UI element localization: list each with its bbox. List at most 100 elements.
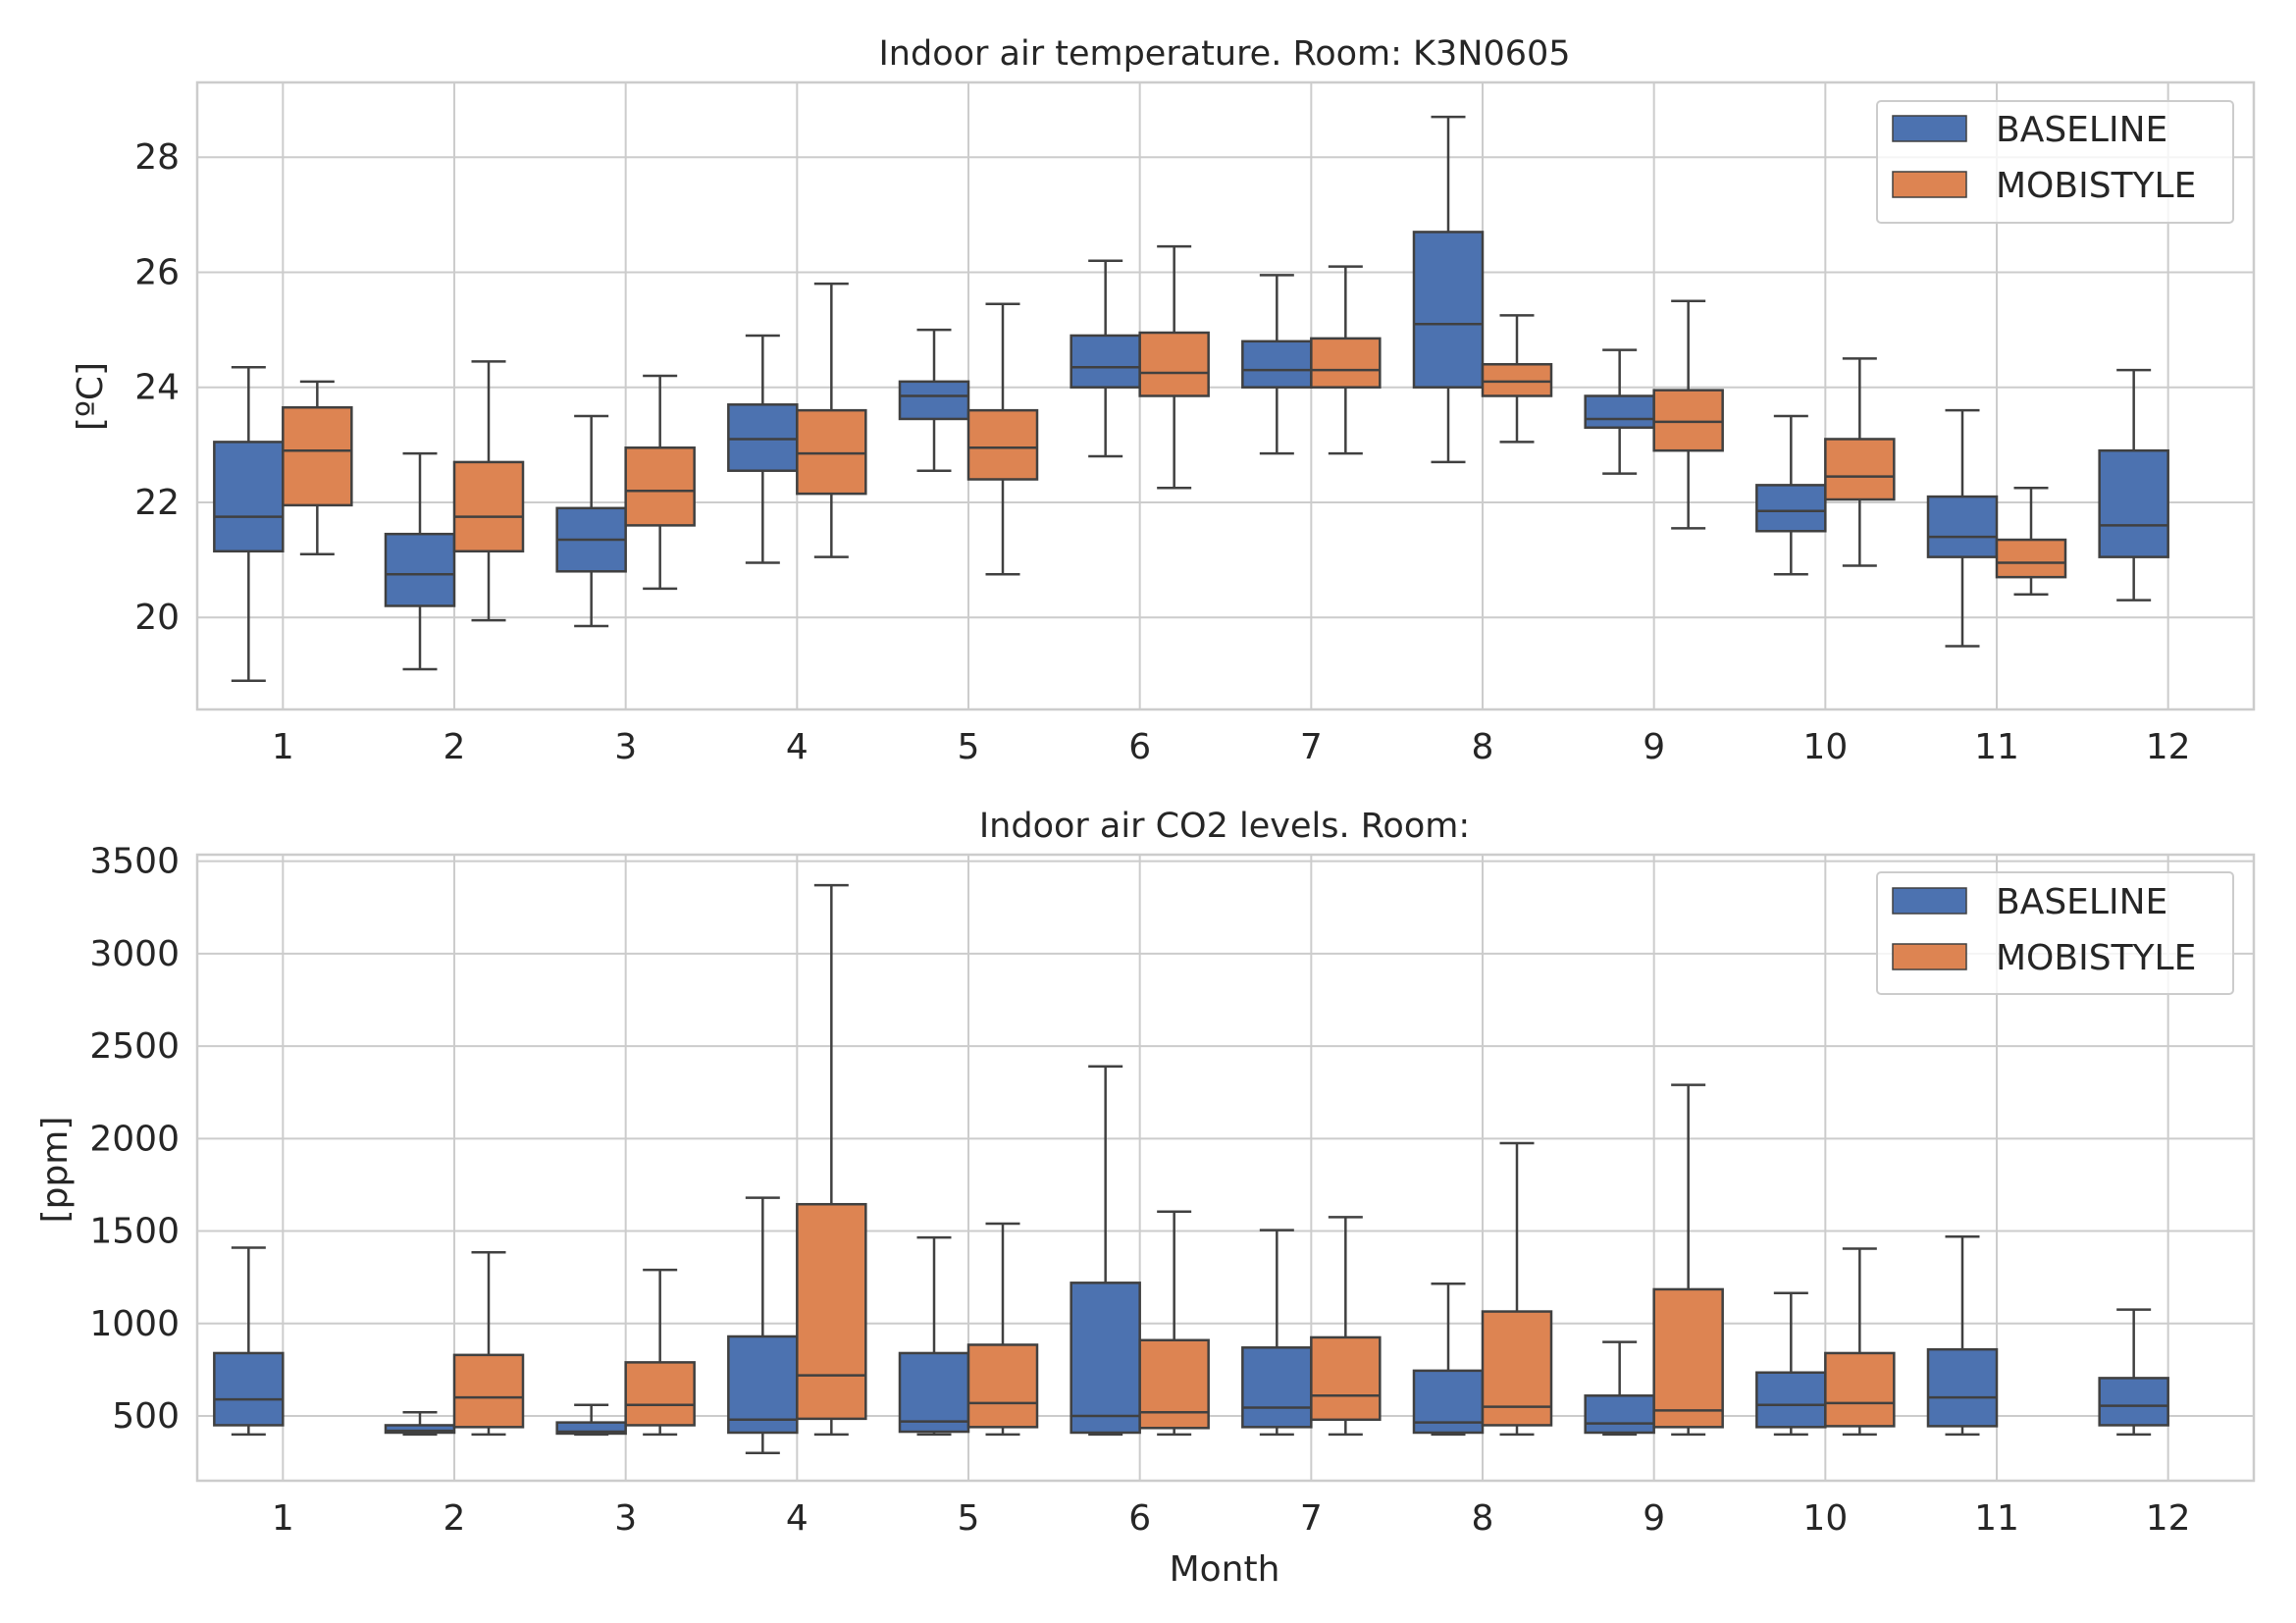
co2-plot-frame (195, 853, 2256, 1483)
temperature-gridlines (197, 82, 2254, 709)
iqr-box (1070, 334, 1141, 389)
mobistyle-box-month-9 (1652, 299, 1724, 530)
x-tick-label: 1 (272, 727, 294, 767)
legend-swatch-mobistyle (1892, 171, 1967, 198)
iqr-box (898, 380, 970, 421)
x-tick-label: 3 (614, 727, 637, 767)
temperature-legend: BASELINE MOBISTYLE (1876, 100, 2234, 224)
iqr-box (727, 403, 799, 472)
iqr-box (1481, 1310, 1553, 1427)
iqr-box (452, 1353, 525, 1429)
mobistyle-box-month-11 (1995, 487, 2067, 597)
legend-label-mobistyle: MOBISTYLE (1996, 938, 2196, 978)
temperature-y-ticks: 20 22 24 26 28 (134, 137, 180, 638)
iqr-box (1241, 1346, 1313, 1429)
iqr-box (1070, 1282, 1141, 1435)
temperature-plot-frame (195, 80, 2256, 711)
baseline-box-month-1 (213, 1246, 285, 1437)
iqr-box (384, 532, 456, 607)
mobistyle-box-month-6 (1138, 1210, 1210, 1437)
x-tick-label: 9 (1643, 1498, 1665, 1539)
y-tick-label: 1500 (89, 1212, 180, 1252)
y-tick-label: 3500 (89, 842, 180, 882)
baseline-box-month-6 (1070, 1065, 1141, 1437)
iqr-box (1755, 484, 1827, 533)
mobistyle-box-month-4 (796, 883, 867, 1437)
x-tick-label: 7 (1300, 1498, 1323, 1539)
iqr-box (624, 1361, 696, 1427)
iqr-box (1138, 331, 1210, 397)
iqr-box (2098, 1377, 2169, 1427)
baseline-box-month-4 (727, 1196, 799, 1454)
iqr-box (1652, 1287, 1724, 1429)
mobistyle-box-month-10 (1824, 357, 1896, 567)
baseline-box-month-12 (2098, 1308, 2169, 1437)
co2-chart-title: Indoor air CO2 levels. Room: (979, 807, 1470, 846)
legend-swatch-baseline (1892, 887, 1967, 915)
x-tick-label: 5 (958, 1498, 980, 1539)
iqr-box (1584, 394, 1655, 429)
x-tick-label: 11 (1974, 727, 2019, 767)
x-tick-label: 10 (1802, 727, 1848, 767)
y-tick-label: 26 (134, 252, 180, 292)
mobistyle-box-month-7 (1310, 265, 1382, 455)
mobistyle-box-month-1 (282, 380, 353, 555)
baseline-box-month-7 (1241, 274, 1313, 455)
iqr-box (966, 408, 1039, 481)
baseline-box-month-2 (384, 451, 456, 671)
iqr-box (282, 405, 353, 507)
temperature-chart-title: Indoor air temperature. Room: K3N0605 (878, 34, 1570, 74)
iqr-box (1824, 1351, 1896, 1428)
mobistyle-box-month-2 (452, 360, 525, 622)
iqr-box (727, 1335, 799, 1435)
y-tick-label: 500 (112, 1396, 180, 1437)
x-tick-label: 8 (1472, 1498, 1494, 1539)
x-tick-label: 2 (444, 727, 466, 767)
x-tick-label: 4 (786, 1498, 809, 1539)
temperature-x-ticks: 1 2 3 4 5 6 7 8 9 10 11 12 (272, 727, 2191, 767)
x-tick-label: 9 (1643, 727, 1665, 767)
temperature-boxes (213, 115, 2169, 682)
x-tick-label: 4 (786, 727, 809, 767)
y-tick-label: 20 (134, 598, 180, 638)
x-tick-label: 2 (444, 1498, 466, 1539)
legend-label-mobistyle: MOBISTYLE (1996, 166, 2196, 206)
baseline-box-month-11 (1926, 408, 1999, 648)
x-tick-label: 10 (1802, 1498, 1848, 1539)
x-tick-label: 5 (958, 727, 980, 767)
mobistyle-box-month-7 (1310, 1216, 1382, 1437)
mobistyle-box-month-9 (1652, 1083, 1724, 1437)
co2-legend: BASELINE MOBISTYLE (1876, 871, 2234, 995)
baseline-box-month-8 (1412, 115, 1485, 464)
iqr-box (1926, 495, 1999, 558)
iqr-box (1310, 337, 1382, 389)
iqr-box (1138, 1338, 1210, 1430)
y-tick-label: 2000 (89, 1119, 180, 1159)
temperature-y-axis-label: [ºC] (71, 362, 111, 431)
iqr-box (624, 446, 696, 527)
iqr-box (213, 441, 285, 553)
iqr-box (452, 460, 525, 553)
legend-label-baseline: BASELINE (1996, 110, 2167, 150)
y-tick-label: 24 (134, 368, 180, 408)
iqr-box (1926, 1347, 1999, 1428)
x-tick-label: 6 (1128, 1498, 1151, 1539)
x-tick-label: 1 (272, 1498, 294, 1539)
iqr-box (1310, 1335, 1382, 1422)
x-tick-label: 3 (614, 1498, 637, 1539)
iqr-box (1652, 389, 1724, 452)
mobistyle-box-month-5 (966, 302, 1039, 576)
baseline-box-month-9 (1584, 1340, 1655, 1437)
baseline-box-month-9 (1584, 348, 1655, 475)
y-tick-label: 3000 (89, 934, 180, 974)
mobistyle-box-month-3 (624, 374, 696, 591)
iqr-box (1241, 340, 1313, 389)
iqr-box (555, 1421, 627, 1436)
legend-swatch-mobistyle (1892, 943, 1967, 970)
iqr-box (1481, 363, 1553, 397)
iqr-box (1995, 538, 2067, 579)
iqr-box (384, 1424, 456, 1435)
co2-y-ticks: 500 1000 1500 2000 2500 3000 3500 (89, 842, 180, 1437)
x-tick-label: 7 (1300, 727, 1323, 767)
